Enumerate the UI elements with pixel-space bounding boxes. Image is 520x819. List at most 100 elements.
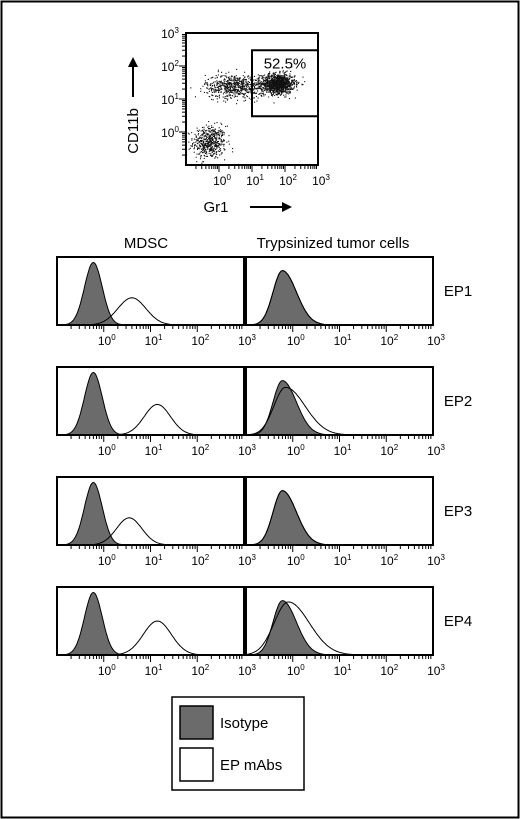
- scatter-point: [215, 95, 217, 97]
- scatter-point: [198, 144, 200, 146]
- scatter-point: [222, 82, 224, 84]
- scatter-point: [218, 145, 220, 147]
- scatter-point: [216, 147, 218, 149]
- scatter-point: [265, 81, 267, 83]
- scatter-point: [234, 89, 236, 91]
- scatter-point: [269, 72, 271, 74]
- scatter-point: [216, 83, 218, 85]
- scatter-point: [250, 79, 252, 81]
- scatter-point: [258, 93, 260, 95]
- scatter-point: [201, 148, 203, 150]
- scatter-point: [204, 80, 206, 82]
- scatter-point: [267, 91, 269, 93]
- scatter-point: [216, 153, 218, 155]
- scatter-point: [289, 85, 291, 87]
- scatter-point: [282, 83, 284, 85]
- scatter-point: [252, 79, 254, 81]
- scatter-point: [214, 133, 216, 135]
- scatter-point: [275, 78, 277, 80]
- scatter-point: [229, 87, 231, 89]
- scatter-point: [212, 150, 214, 152]
- scatter-point: [213, 81, 215, 83]
- scatter-point: [193, 151, 195, 153]
- scatter-point: [223, 143, 225, 145]
- scatter-point: [206, 145, 208, 147]
- scatter-point: [212, 129, 214, 131]
- scatter-point: [235, 92, 237, 94]
- scatter-point: [232, 87, 234, 89]
- scatter-point: [201, 137, 203, 139]
- scatter-point: [197, 148, 199, 150]
- scatter-point: [279, 81, 281, 83]
- scatter-point: [258, 76, 260, 78]
- scatter-point: [269, 80, 271, 82]
- scatter-point: [273, 84, 275, 86]
- scatter-point: [281, 82, 283, 84]
- scatter-point: [229, 82, 231, 84]
- column-header-mdsc: MDSC: [124, 235, 168, 252]
- scatter-point: [210, 137, 212, 139]
- scatter-point: [202, 133, 204, 135]
- scatter-point: [245, 80, 247, 82]
- scatter-point: [207, 83, 209, 85]
- scatter-point: [266, 86, 268, 88]
- scatter-point: [267, 75, 269, 77]
- scatter-point: [220, 89, 222, 91]
- scatter-point: [284, 89, 286, 91]
- scatter-point: [272, 81, 274, 83]
- scatter-point: [217, 134, 219, 136]
- scatter-point: [204, 146, 206, 148]
- scatter-point: [279, 82, 281, 84]
- scatter-point: [202, 152, 204, 154]
- scatter-point: [202, 161, 204, 163]
- scatter-point: [218, 94, 220, 96]
- scatter-point: [206, 155, 208, 157]
- scatter-point: [236, 91, 238, 93]
- scatter-point: [236, 82, 238, 84]
- scatter-point: [203, 126, 205, 128]
- scatter-point: [230, 97, 232, 99]
- scatter-point: [289, 84, 291, 86]
- scatter-point: [230, 82, 232, 84]
- scatter-point: [240, 93, 242, 95]
- scatter-point: [214, 130, 216, 132]
- scatter-point: [248, 86, 250, 88]
- scatter-point: [205, 151, 207, 153]
- scatter-point: [228, 89, 230, 91]
- scatter-point: [283, 84, 285, 86]
- scatter-point: [250, 85, 252, 87]
- ep-mab-curve: [57, 620, 244, 655]
- scatter-point: [288, 84, 290, 86]
- scatter-point: [216, 132, 218, 134]
- scatter-point: [284, 87, 286, 89]
- scatter-point: [284, 81, 286, 83]
- scatter-point: [201, 144, 203, 146]
- scatter-point: [205, 151, 207, 153]
- scatter-point: [200, 139, 202, 141]
- scatter-point: [246, 89, 248, 91]
- scatter-point: [275, 80, 277, 82]
- scatter-point: [257, 90, 259, 92]
- scatter-point: [199, 146, 201, 148]
- legend-swatch-ep-mabs: [179, 747, 214, 782]
- scatter-point: [282, 82, 284, 84]
- scatter-point: [216, 84, 218, 86]
- scatter-point: [274, 85, 276, 87]
- scatter-point: [209, 137, 211, 139]
- scatter-point: [245, 88, 247, 90]
- scatter-point: [282, 91, 284, 93]
- scatter-point: [220, 138, 222, 140]
- scatter-point: [275, 88, 277, 90]
- scatter-point: [259, 86, 261, 88]
- scatter-point: [234, 94, 236, 96]
- scatter-point: [200, 137, 202, 139]
- scatter-point: [226, 77, 228, 79]
- scatter-point: [275, 76, 277, 78]
- scatter-point: [205, 140, 207, 142]
- scatter-point: [212, 154, 214, 156]
- scatter-point: [204, 82, 206, 84]
- scatter-point: [225, 86, 227, 88]
- scatter-point: [231, 84, 233, 86]
- scatter-point: [217, 144, 219, 146]
- legend-label-isotype: Isotype: [220, 715, 268, 732]
